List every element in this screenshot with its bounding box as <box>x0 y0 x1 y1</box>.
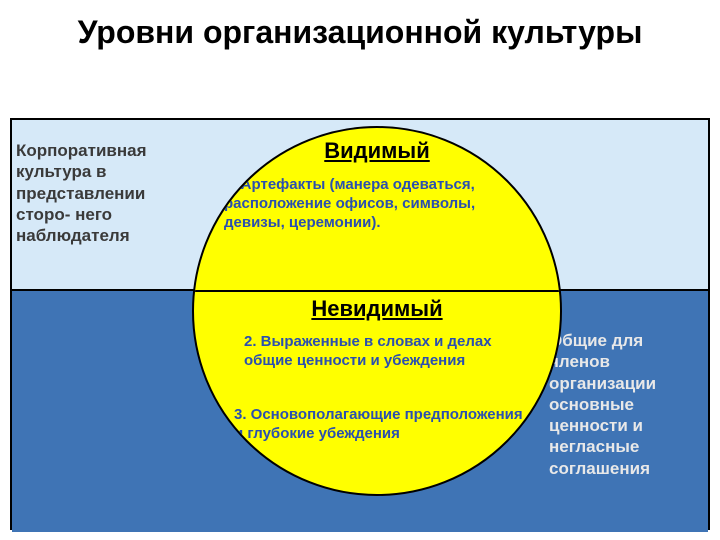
invisible-label: Невидимый <box>194 296 560 322</box>
left-annotation: Корпоративная культура в представлении с… <box>16 140 201 246</box>
page-title: Уровни организационной культуры <box>0 0 720 61</box>
right-annotation: Общие для членов организации основные це… <box>549 330 704 479</box>
levels-circle: Видимый Невидимый 1. Артефакты (манера о… <box>192 126 562 496</box>
visible-label: Видимый <box>194 138 560 164</box>
level-2-text: 2. Выраженные в словах и делах общие цен… <box>244 333 529 371</box>
circle-divider <box>194 290 560 292</box>
diagram-frame: Корпоративная культура в представлении с… <box>10 118 710 530</box>
level-1-text: 1. Артефакты (манера одеваться, располож… <box>224 176 534 232</box>
level-3-text: 3. Основополагающие предположения и глуб… <box>234 406 524 444</box>
